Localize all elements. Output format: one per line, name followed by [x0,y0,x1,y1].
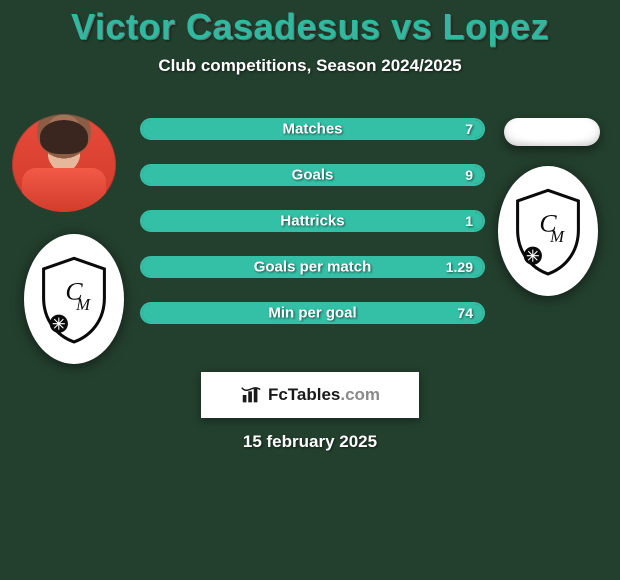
comparison-card: Victor Casadesus vs Lopez Club competiti… [0,0,620,580]
shield-icon: C M [36,250,112,349]
right-player-photo-placeholder [504,118,600,146]
svg-text:M: M [549,227,565,246]
brand-text: FcTables.com [268,385,380,405]
stat-bar-right-value: 7 [465,121,473,137]
stat-bar-label: Hattricks [280,213,344,230]
right-club-badge: C M [498,166,598,296]
left-player-column: C M [4,94,134,454]
stat-bar: Min per goal 74 [140,302,485,324]
stat-bar-label: Min per goal [268,305,356,322]
subtitle: Club competitions, Season 2024/2025 [0,56,620,76]
stat-bar-label: Goals per match [254,259,372,276]
bar-chart-icon [240,384,262,406]
stat-bar-right-value: 1.29 [446,259,473,275]
stat-bar-right-value: 1 [465,213,473,229]
date-line: 15 february 2025 [0,432,620,452]
left-club-badge: C M [24,234,124,364]
stat-bar: Matches 7 [140,118,485,140]
stat-bar: Hattricks 1 [140,210,485,232]
stat-bar-label: Matches [282,121,342,138]
brand-suffix: .com [340,385,380,404]
stat-bar-right-value: 9 [465,167,473,183]
page-title: Victor Casadesus vs Lopez [0,6,620,48]
right-player-column: C M [492,94,612,454]
brand-name: FcTables [268,385,340,404]
stat-bars: Matches 7 Goals 9 Hattricks 1 Goals per match 1… [140,118,485,324]
stat-bar: Goals per match 1.29 [140,256,485,278]
stat-bar-right-value: 74 [457,305,473,321]
svg-text:M: M [75,295,91,314]
stat-bar-label: Goals [292,167,334,184]
shield-icon: C M [510,182,586,281]
stat-bar: Goals 9 [140,164,485,186]
left-player-photo [12,114,116,212]
brand-badge: FcTables.com [201,372,419,418]
